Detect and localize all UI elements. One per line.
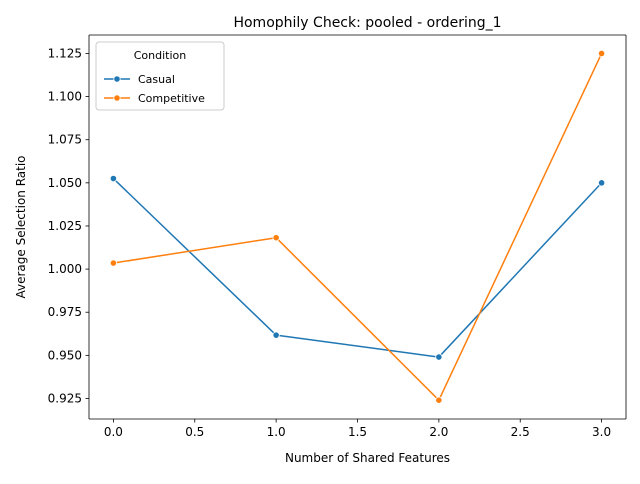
x-axis-label: Number of Shared Features (285, 451, 450, 465)
y-axis-label: Average Selection Ratio (14, 155, 28, 298)
y-tick-label: 0.925 (48, 391, 82, 405)
y-tick-label: 1.000 (48, 262, 82, 276)
y-tick-label: 1.025 (48, 219, 82, 233)
legend-label-casual: Casual (138, 73, 175, 86)
data-point-competitive (435, 396, 443, 404)
data-point-casual (272, 331, 280, 339)
plot-content (88, 34, 627, 420)
data-point-casual (597, 179, 606, 187)
legend-box (95, 41, 225, 111)
data-point-casual (109, 174, 118, 183)
data-point-casual (435, 353, 443, 361)
x-tick-label: 2.0 (429, 425, 448, 439)
y-tick-label: 1.100 (48, 90, 82, 104)
y-tick-label: 0.950 (48, 348, 82, 362)
chart-title: Homophily Check: pooled - ordering_1 (233, 15, 501, 31)
series-line-casual (112, 177, 603, 358)
series-line-competitive (113, 53, 603, 401)
legend-label-competitive: Competitive (138, 92, 205, 105)
x-tick-label: 0.5 (185, 425, 204, 439)
y-tick-label: 1.125 (48, 46, 82, 60)
legend-marker-competitive (113, 94, 121, 102)
data-point-competitive (272, 234, 280, 242)
x-tick-label: 1.0 (267, 425, 286, 439)
data-point-competitive (597, 49, 606, 58)
y-tick-label: 1.050 (48, 176, 82, 190)
x-tick-label: 1.5 (348, 425, 367, 439)
legend: Condition Casual Competitive (95, 41, 225, 111)
y-tick-label: 1.075 (48, 133, 82, 147)
data-point-competitive (109, 259, 118, 267)
legend-marker-casual (113, 75, 121, 83)
legend-title: Condition (134, 49, 187, 62)
y-tick-label: 0.975 (48, 305, 82, 319)
x-tick-label: 3.0 (592, 425, 611, 439)
x-tick-label: 2.5 (511, 425, 530, 439)
x-axis-ticks: 0.0 0.5 1.0 1.5 2.0 2.5 3.0 (104, 419, 611, 439)
x-tick-label: 0.0 (104, 425, 123, 439)
y-axis-ticks: 0.925 0.950 0.975 1.000 1.025 1.050 1.075 1.100… (48, 46, 89, 405)
